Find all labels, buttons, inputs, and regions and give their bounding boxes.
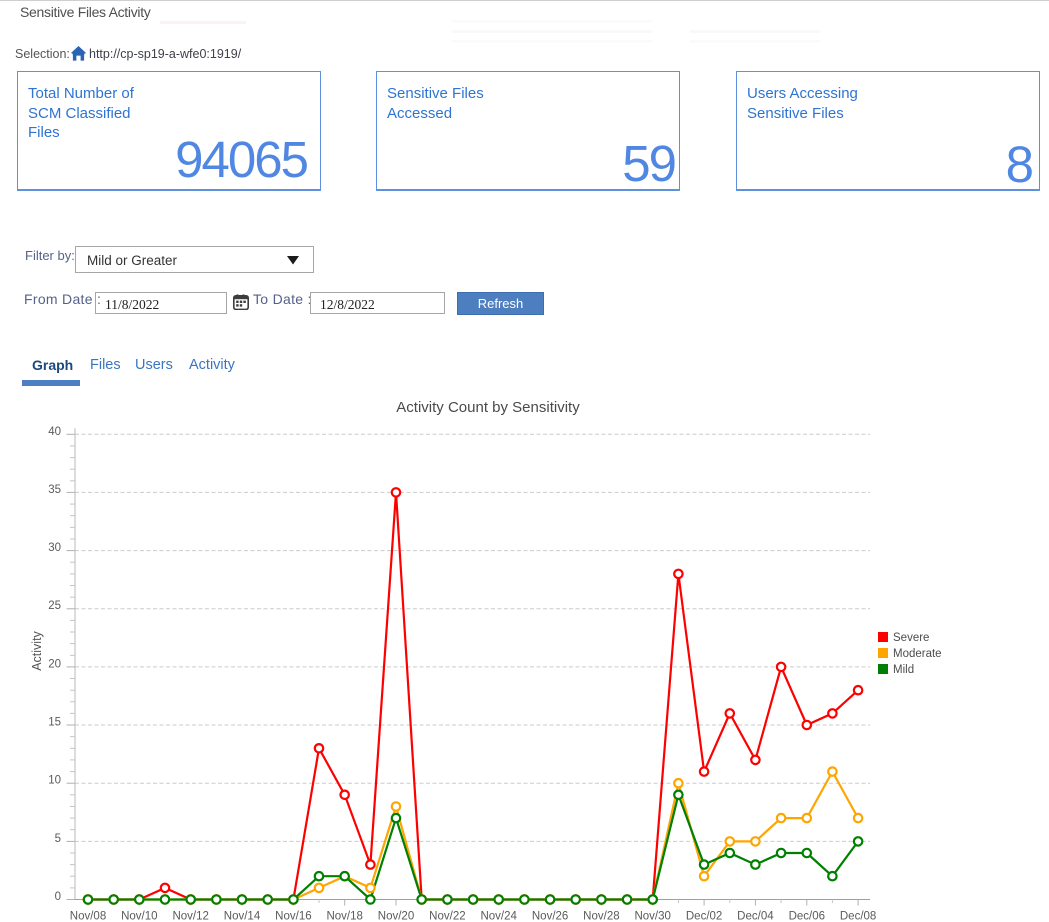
svg-text:Dec/02: Dec/02 — [686, 911, 722, 922]
svg-text:Nov/10: Nov/10 — [121, 911, 157, 922]
svg-text:Nov/18: Nov/18 — [326, 911, 362, 922]
svg-text:Dec/08: Dec/08 — [840, 911, 876, 922]
svg-text:5: 5 — [55, 833, 61, 845]
svg-text:10: 10 — [48, 775, 61, 787]
svg-text:Dec/06: Dec/06 — [789, 911, 825, 922]
svg-text:0: 0 — [55, 891, 61, 903]
svg-text:Nov/08: Nov/08 — [70, 911, 106, 922]
svg-text:30: 30 — [48, 542, 61, 554]
svg-text:Nov/24: Nov/24 — [480, 911, 517, 922]
svg-text:Nov/14: Nov/14 — [224, 911, 261, 922]
svg-text:Activity: Activity — [30, 630, 44, 670]
svg-text:20: 20 — [48, 658, 61, 670]
svg-text:Nov/28: Nov/28 — [583, 911, 619, 922]
svg-text:25: 25 — [48, 600, 61, 612]
svg-text:Nov/30: Nov/30 — [634, 911, 670, 922]
svg-text:Nov/12: Nov/12 — [172, 911, 208, 922]
svg-text:Nov/20: Nov/20 — [378, 911, 414, 922]
svg-text:Activity Count by Sensitivity: Activity Count by Sensitivity — [396, 399, 580, 416]
svg-text:Moderate: Moderate — [893, 648, 942, 660]
svg-text:35: 35 — [48, 484, 61, 496]
svg-text:15: 15 — [48, 717, 61, 729]
svg-text:Nov/22: Nov/22 — [429, 911, 465, 922]
svg-text:Mild: Mild — [893, 664, 914, 676]
svg-text:Nov/26: Nov/26 — [532, 911, 568, 922]
svg-text:Nov/16: Nov/16 — [275, 911, 311, 922]
svg-text:40: 40 — [48, 426, 61, 438]
svg-text:Severe: Severe — [893, 632, 929, 644]
svg-text:Dec/04: Dec/04 — [737, 911, 774, 922]
